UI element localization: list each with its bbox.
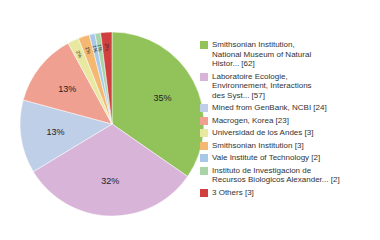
html-text:des Syst... [57]: des Syst... [57] [212, 90, 265, 100]
svg-text:13%: 13% [58, 84, 76, 94]
html-text:Laboratoire Ecologie,: Laboratoire Ecologie, [212, 71, 288, 81]
svg-text:1%: 1% [91, 44, 99, 53]
svg-text:32%: 32% [101, 176, 119, 186]
html-text:Vale Institute of Technology [: Vale Institute of Technology [2] [212, 153, 321, 162]
html-text:Mined from GenBank, NCBI [24]: Mined from GenBank, NCBI [24] [212, 103, 327, 112]
html-text:Smithsonian Institution,: Smithsonian Institution, [212, 40, 295, 49]
svg-text:1%: 1% [97, 44, 104, 53]
svg-text:2%: 2% [75, 49, 84, 59]
svg-text:2%: 2% [104, 43, 110, 51]
html-text:Histor... [62]: Histor... [62] [212, 59, 255, 68]
svg-text:35%: 35% [154, 93, 172, 103]
html-text:Smithsonian Institution [3]: Smithsonian Institution [3] [212, 140, 304, 150]
html-text:Recursos Biologicos Alexander.: Recursos Biologicos Alexander... [2] [212, 175, 340, 184]
svg-text:13%: 13% [47, 127, 65, 137]
html-text:Macrogen, Korea [23]: Macrogen, Korea [23] [212, 115, 289, 125]
svg-text:2%: 2% [84, 46, 92, 55]
html-text:Instituto de Investigacion de: Instituto de Investigacion de [212, 165, 312, 175]
html-text:3 Others [3]: 3 Others [3] [212, 187, 254, 197]
html-text:Environnement, Interactions: Environnement, Interactions [212, 81, 312, 90]
html-text:Universidad de los Andes [3]: Universidad de los Andes [3] [212, 128, 314, 137]
html-text:National Museum of Natural: National Museum of Natural [212, 49, 312, 59]
